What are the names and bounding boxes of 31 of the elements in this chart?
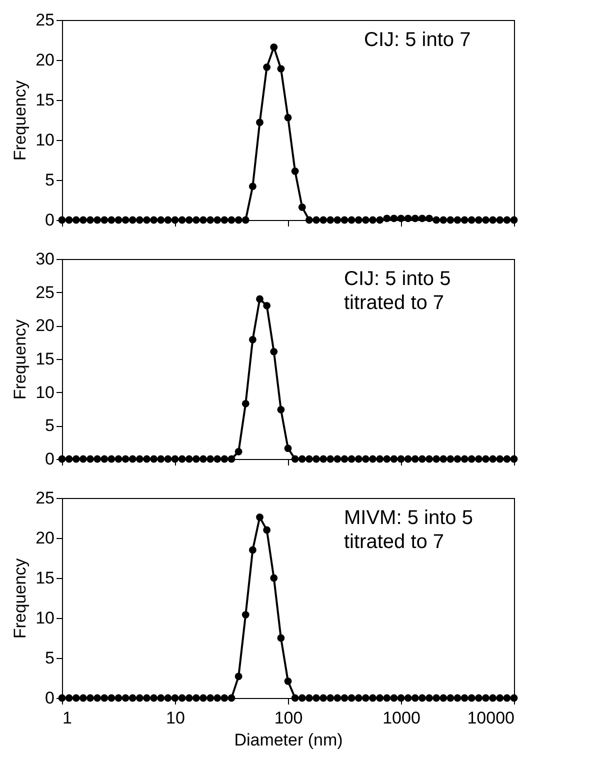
y-tick-label: 10 [36, 608, 54, 628]
y-tick-label: 25 [36, 282, 54, 302]
x-tick-label: 1000 [382, 708, 420, 728]
x-tick-label: 1 [62, 708, 72, 728]
y-tick-label: 0 [45, 210, 54, 230]
annotation: CIJ: 5 into 7 [364, 29, 471, 51]
y-tick-label: 20 [36, 50, 54, 70]
annotation: MIVM: 5 into 5 titrated to 7 [344, 507, 473, 553]
y-tick-label: 0 [45, 450, 54, 468]
y-tick-label: 20 [36, 316, 54, 336]
y-tick-label: 10 [36, 382, 54, 402]
y-tick-label: 10 [36, 130, 54, 150]
x-tick-label: 10 [166, 708, 185, 728]
y-tick-label: 25 [36, 488, 54, 508]
y-axis-title: Frequency [10, 80, 30, 161]
y-tick-label: 15 [36, 350, 54, 368]
y-axis-title: Frequency [10, 558, 30, 639]
y-axis-title: Frequency [10, 318, 30, 400]
y-tick-label: 15 [36, 568, 54, 588]
y-tick-label: 5 [45, 416, 54, 436]
y-tick-label: 5 [45, 648, 54, 668]
annotation: CIJ: 5 into 5 titrated to 7 [344, 268, 451, 314]
x-axis-title: Diameter (nm) [234, 730, 343, 750]
x-tick-label: 100 [274, 708, 303, 728]
y-tick-label: 5 [45, 170, 54, 190]
y-tick-label: 25 [36, 10, 54, 30]
x-tick-label: 10000 [467, 708, 514, 728]
y-tick-label: 0 [45, 688, 54, 708]
y-tick-label: 20 [36, 528, 54, 548]
y-tick-label: 15 [36, 90, 54, 110]
y-tick-label: 30 [36, 250, 54, 268]
